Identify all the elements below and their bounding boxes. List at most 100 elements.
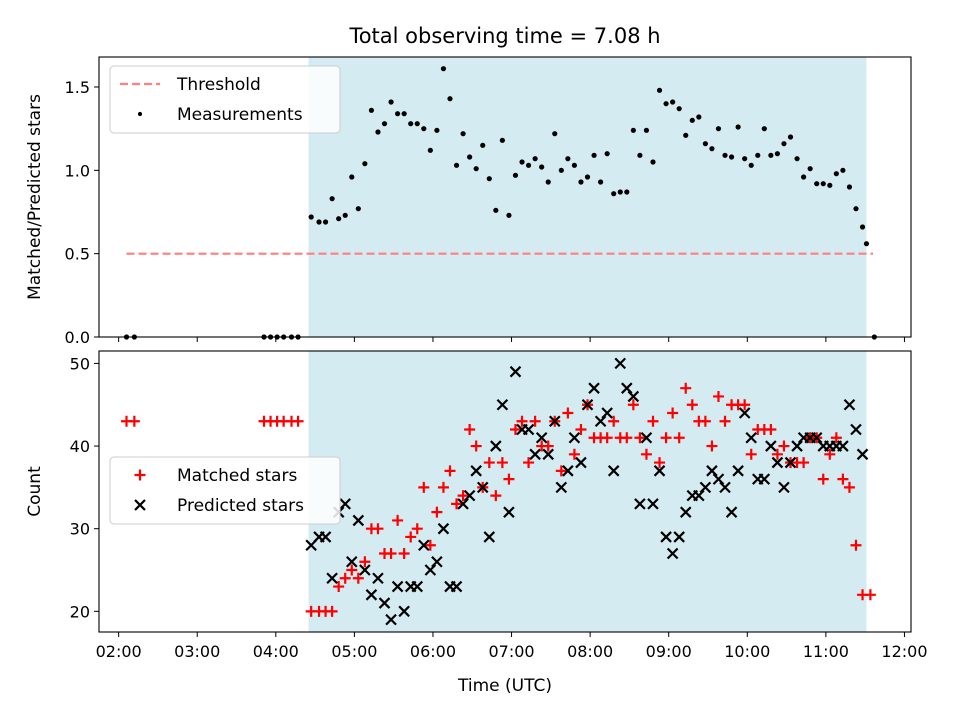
data-point [411, 523, 423, 535]
data-point [725, 506, 738, 518]
data-point [516, 415, 528, 427]
observing-window-shade [308, 351, 867, 632]
data-point [712, 390, 724, 402]
data-point [496, 398, 509, 411]
series-predicted-stars [305, 357, 869, 626]
data-point [368, 107, 375, 113]
data-point [562, 407, 574, 419]
data-point [807, 166, 813, 172]
data-point [522, 423, 535, 436]
data-point [581, 398, 594, 411]
data-point [686, 399, 698, 411]
data-point [654, 457, 666, 469]
data-point [381, 121, 388, 127]
data-point [388, 99, 394, 105]
data-point [503, 473, 515, 485]
data-point [391, 580, 404, 593]
data-point [588, 382, 600, 394]
data-point [437, 522, 450, 535]
data-point [392, 514, 404, 526]
data-point [859, 224, 866, 230]
legend-marker [137, 111, 143, 117]
data-point [663, 101, 669, 107]
data-point [575, 424, 587, 436]
data-point [437, 481, 449, 493]
data-point [702, 141, 708, 147]
data-point [653, 465, 666, 477]
x-tick-label: 03:00 [174, 642, 220, 661]
data-point [853, 206, 859, 212]
legend-label: Threshold [176, 75, 261, 95]
data-point [447, 96, 453, 102]
x-tick-label: 04:00 [253, 642, 299, 661]
data-point [542, 440, 554, 452]
ratio-panel: 0.0 0.5 1.0 1.5 Matched/Predicted stars Thres… [25, 56, 912, 347]
data-point [755, 152, 761, 158]
data-point [506, 212, 512, 218]
data-point [483, 457, 495, 469]
data-point [128, 415, 140, 427]
data-point [578, 179, 584, 185]
data-point [378, 597, 391, 609]
axes-frame [98, 56, 912, 338]
data-point [591, 152, 597, 158]
data-point [643, 127, 650, 133]
data-point [781, 141, 787, 147]
data-point [408, 121, 414, 127]
data-point [617, 189, 623, 195]
data-point [864, 589, 876, 601]
data-point [640, 432, 653, 444]
data-point [362, 161, 368, 167]
data-point [365, 589, 378, 601]
legend: Threshold Measurements [109, 65, 341, 134]
data-point [414, 121, 420, 127]
data-point [621, 432, 633, 444]
data-point [450, 580, 463, 593]
data-point [375, 129, 381, 135]
legend-box [109, 65, 341, 134]
legend-marker [134, 469, 146, 481]
data-point [411, 580, 424, 593]
data-point [509, 424, 521, 436]
data-point [660, 432, 672, 444]
data-point [562, 465, 574, 477]
data-point [434, 127, 440, 133]
data-point [398, 547, 410, 559]
data-point [604, 151, 610, 157]
data-point [640, 448, 652, 460]
data-point [457, 498, 469, 510]
data-point [558, 167, 564, 173]
data-point [421, 126, 427, 132]
data-point [837, 473, 849, 485]
data-point [798, 457, 810, 469]
data-point [493, 207, 499, 213]
data-point [316, 219, 322, 225]
data-point [395, 111, 401, 117]
data-point [647, 498, 659, 510]
x-tick-label: 12:00 [881, 642, 927, 661]
data-point [470, 465, 482, 477]
data-point [398, 605, 410, 618]
data-point [598, 179, 604, 185]
data-point [322, 219, 329, 225]
data-point [742, 156, 748, 162]
data-point [709, 146, 715, 152]
data-point [728, 154, 735, 160]
data-point [594, 415, 607, 428]
count-panel: 20 30 40 50 02:00 03:00 04:00 05:00 06:00 07:00 08… [25, 350, 928, 661]
data-point [827, 182, 833, 188]
data-point [463, 489, 476, 502]
data-point [509, 365, 522, 378]
data-point [817, 473, 829, 485]
data-point [765, 440, 777, 452]
data-point [532, 156, 538, 162]
data-point [329, 196, 335, 202]
data-point [614, 357, 627, 370]
data-point [336, 216, 342, 222]
data-point [529, 448, 541, 461]
data-point [621, 382, 633, 394]
data-point [601, 432, 613, 444]
data-point [850, 539, 862, 551]
data-point [794, 156, 800, 162]
data-point [771, 456, 784, 469]
